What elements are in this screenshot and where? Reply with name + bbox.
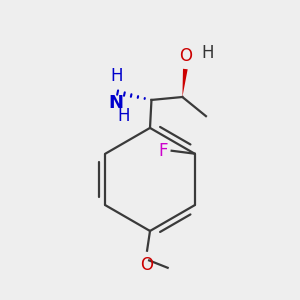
Text: O: O [179,46,192,64]
Text: H: H [118,107,130,125]
Text: N: N [109,94,124,112]
Text: O: O [141,256,154,274]
Polygon shape [182,69,188,97]
Text: F: F [159,142,168,160]
Text: H: H [110,67,122,85]
Text: H: H [202,44,214,62]
